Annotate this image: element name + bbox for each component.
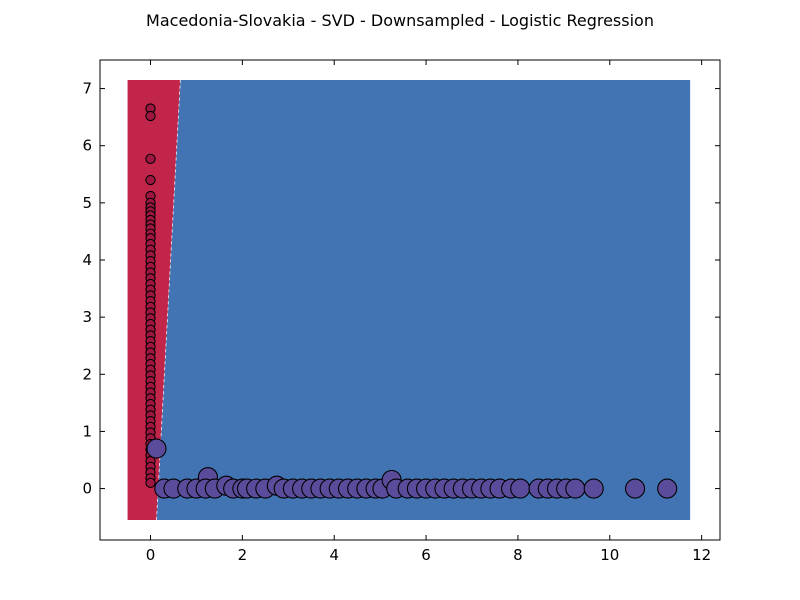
y-tick-label: 2	[82, 365, 92, 383]
x-tick-label: 0	[146, 546, 156, 564]
y-tick-label: 7	[82, 80, 92, 98]
data-point	[565, 478, 586, 499]
data-point	[624, 478, 646, 499]
plot-area	[127, 79, 691, 521]
x-tick-label: 10	[600, 546, 619, 564]
y-tick-label: 5	[82, 194, 92, 212]
data-point	[145, 477, 156, 489]
data-point	[657, 478, 678, 499]
data-point	[145, 110, 156, 122]
x-tick-label: 4	[329, 546, 339, 564]
x-tick-label: 6	[421, 546, 431, 564]
data-point	[583, 478, 604, 499]
y-tick-label: 1	[82, 422, 92, 440]
x-tick-label: 8	[513, 546, 523, 564]
data-point	[145, 174, 156, 186]
x-tick-label: 12	[692, 546, 711, 564]
x-tick-label: 2	[238, 546, 248, 564]
data-point	[146, 438, 167, 459]
y-tick-label: 4	[82, 251, 92, 269]
axes-frame	[99, 59, 721, 541]
y-tick-label: 6	[82, 137, 92, 155]
data-point	[510, 478, 531, 499]
decision-region-right	[156, 80, 691, 520]
y-tick-label: 3	[82, 308, 92, 326]
chart-title: Macedonia-Slovakia - SVD - Downsampled -…	[146, 11, 654, 30]
data-point	[145, 153, 156, 165]
y-tick-label: 0	[82, 480, 92, 498]
